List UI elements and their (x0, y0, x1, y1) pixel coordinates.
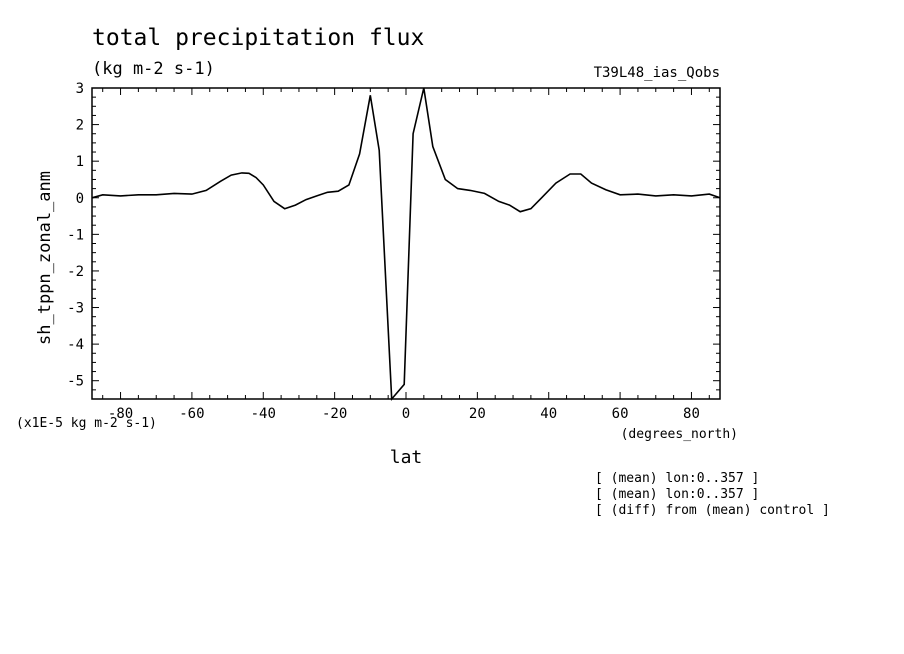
x-tick-label: 0 (402, 406, 410, 422)
y-tick-label: -5 (67, 374, 84, 390)
y-tick-label: -1 (67, 227, 84, 243)
chart-title: total precipitation flux (92, 25, 424, 51)
y-tick-label: -2 (67, 264, 84, 280)
y-scale-label: (x1E-5 kg m-2 s-1) (16, 416, 157, 431)
y-tick-labels: 3 2 1 0 -1 -2 -3 -4 -5 (67, 81, 84, 390)
annotation-mean-lon-2: [ (mean) lon:0..357 ] (595, 487, 759, 502)
x-tick-label: 60 (612, 406, 629, 422)
y-tick-label: 3 (76, 81, 84, 97)
y-tick-label: 2 (76, 118, 84, 134)
x-tick-label: -20 (322, 406, 347, 422)
chart-units-label: (kg m-2 s-1) (92, 59, 215, 79)
x-tick-label: -60 (179, 406, 204, 422)
y-tick-label: -3 (67, 301, 84, 317)
x-tick-label: -80 (108, 406, 133, 422)
x-tick-label: 20 (469, 406, 486, 422)
series-line (91, 87, 721, 402)
x-tick-label: 80 (683, 406, 700, 422)
x-tick-label: -40 (251, 406, 276, 422)
axis-ticks (92, 87, 720, 400)
y-tick-label: -4 (67, 337, 84, 353)
y-tick-label: 0 (76, 191, 84, 207)
annotation-diff-control: [ (diff) from (mean) control ] (595, 503, 830, 518)
x-axis-label: lat (390, 447, 423, 468)
y-axis-label: sh_tppn_zonal_anm (35, 171, 55, 345)
x-units-label: (degrees_north) (621, 427, 738, 442)
x-tick-labels: -80 -60 -40 -20 0 20 40 60 80 (108, 406, 700, 422)
experiment-label: T39L48_ias_Qobs (594, 65, 720, 81)
y-tick-label: 1 (76, 154, 84, 170)
annotation-mean-lon-1: [ (mean) lon:0..357 ] (595, 471, 759, 486)
x-tick-label: 40 (540, 406, 557, 422)
